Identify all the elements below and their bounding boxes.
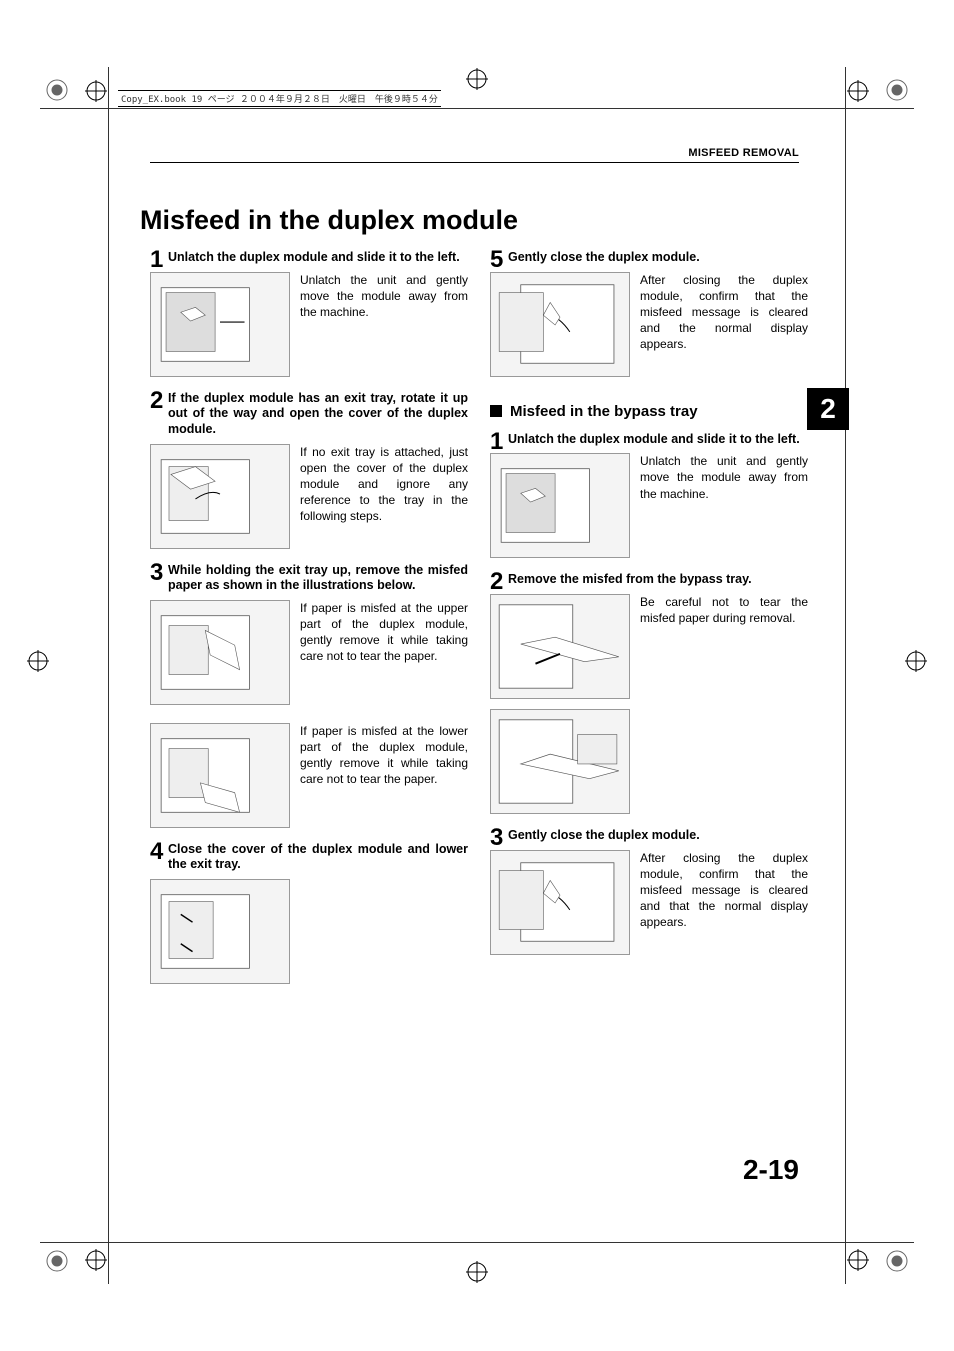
crop-mark-icon (45, 78, 69, 102)
crop-mark-icon (885, 78, 909, 102)
step-text (640, 709, 808, 814)
illustration (150, 879, 290, 984)
reg-mark-icon (85, 80, 107, 102)
frame-line (40, 1242, 914, 1243)
step-text: If no exit tray is attached, just open t… (300, 444, 468, 549)
step-title: Remove the misfed from the bypass tray. (508, 572, 808, 588)
frame-line (108, 67, 109, 1284)
frame-line (40, 108, 914, 109)
step-number: 3 (490, 824, 503, 852)
step: 2 If the duplex module has an exit tray,… (150, 391, 468, 549)
square-bullet-icon (490, 405, 502, 417)
step-text: If paper is misfed at the upper part of … (300, 600, 468, 705)
step-text: After closing the duplex module, confirm… (640, 272, 808, 377)
reg-mark-icon (847, 80, 869, 102)
chapter-tab: 2 (807, 388, 849, 430)
crop-mark-icon (885, 1249, 909, 1273)
step-number: 2 (150, 387, 163, 415)
step-number: 4 (150, 838, 163, 866)
step: 1 Unlatch the duplex module and slide it… (150, 250, 468, 377)
step: 2 Remove the misfed from the bypass tray… (490, 572, 808, 814)
step-title: While holding the exit tray up, remove t… (168, 563, 468, 594)
illustration (490, 594, 630, 699)
frame-line (845, 67, 846, 1284)
crop-mark-icon (45, 1249, 69, 1273)
reg-mark-icon (905, 650, 927, 672)
running-head: MISFEED REMOVAL (688, 147, 799, 159)
step-number: 5 (490, 246, 503, 274)
illustration (150, 600, 290, 705)
step-text: After closing the duplex module, confirm… (640, 850, 808, 955)
subsection-title: Misfeed in the bypass tray (510, 403, 698, 420)
subsection-header: Misfeed in the bypass tray (490, 403, 808, 420)
page-title: Misfeed in the duplex module (140, 205, 518, 236)
illustration (490, 453, 630, 558)
step: 3 Gently close the duplex module. After … (490, 828, 808, 955)
step-text: If paper is misfed at the lower part of … (300, 723, 468, 828)
illustration (490, 272, 630, 377)
step-text: Be careful not to tear the misfed paper … (640, 594, 808, 699)
illustration (150, 723, 290, 828)
step-number: 1 (150, 246, 163, 274)
step-title: Gently close the duplex module. (508, 828, 808, 844)
step-number: 1 (490, 428, 503, 456)
reg-mark-icon (85, 1249, 107, 1271)
reg-mark-icon (847, 1249, 869, 1271)
step-title: Unlatch the duplex module and slide it t… (168, 250, 468, 266)
reg-mark-icon (27, 650, 49, 672)
illustration (150, 444, 290, 549)
illustration (490, 850, 630, 955)
illustration (490, 709, 630, 814)
reg-mark-icon (466, 68, 488, 90)
step-text: Unlatch the unit and gently move the mod… (300, 272, 468, 377)
left-column: 1 Unlatch the duplex module and slide it… (150, 250, 468, 998)
right-column: 5 Gently close the duplex module. After … (490, 250, 808, 969)
step-text (300, 879, 468, 984)
step-number: 2 (490, 568, 503, 596)
doc-header-info: Copy_EX.book 19 ページ ２００４年９月２８日 火曜日 午後９時５… (118, 90, 441, 107)
step-number: 3 (150, 559, 163, 587)
step-title: Close the cover of the duplex module and… (168, 842, 468, 873)
page-number: 2-19 (743, 1154, 799, 1186)
step-title: If the duplex module has an exit tray, r… (168, 391, 468, 438)
head-rule (150, 162, 799, 163)
step-title: Unlatch the duplex module and slide it t… (508, 432, 808, 448)
step: 3 While holding the exit tray up, remove… (150, 563, 468, 828)
illustration (150, 272, 290, 377)
reg-mark-icon (466, 1261, 488, 1283)
step: 1 Unlatch the duplex module and slide it… (490, 432, 808, 559)
step-title: Gently close the duplex module. (508, 250, 808, 266)
step: 4 Close the cover of the duplex module a… (150, 842, 468, 984)
step: 5 Gently close the duplex module. After … (490, 250, 808, 377)
step-text: Unlatch the unit and gently move the mod… (640, 453, 808, 558)
